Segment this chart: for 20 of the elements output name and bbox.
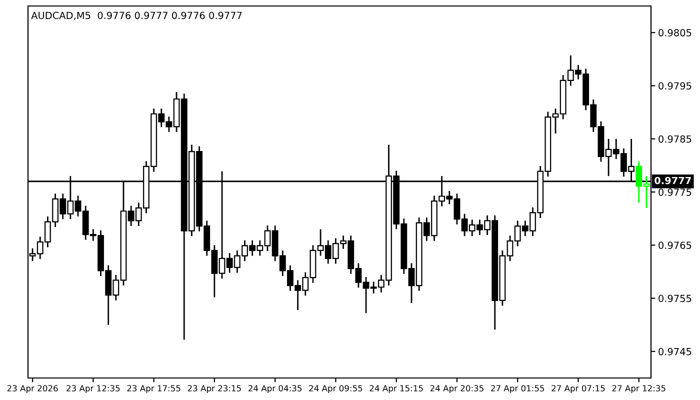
x-tick-label: 27 Apr 07:15 (552, 385, 605, 394)
y-tick-label: 0.9765 (658, 242, 692, 249)
x-tick-label: 24 Apr 15:15 (370, 385, 423, 394)
x-tick-label: 24 Apr 20:35 (430, 385, 484, 394)
y-tick-label: 0.9805 (658, 29, 692, 36)
x-tick-label: 24 Apr 09:55 (309, 385, 362, 394)
text: AUDCAD,M5 0.9776 0.9777 0.9776 0.9777 (31, 12, 242, 20)
x-tick-label: 24 Apr 04:35 (248, 385, 302, 394)
ref-line-label: 0.9777 (654, 176, 691, 184)
y-tick-label: 0.9775 (658, 188, 692, 196)
x-tick-label: 23 Apr 2026 (7, 385, 58, 394)
x-tick-label: 27 Apr 12:35 (612, 385, 666, 394)
y-tick-label: 0.9795 (658, 82, 692, 90)
x-tick-label: 23 Apr 12:35 (66, 385, 120, 394)
y-tick-label: 0.9755 (658, 294, 692, 302)
y-tick-label: 0.9785 (658, 135, 692, 143)
x-tick-label: 23 Apr 17:55 (127, 385, 180, 394)
x-tick-label: 27 Apr 01:55 (491, 385, 544, 394)
y-tick-label: 0.9745 (658, 348, 692, 356)
x-tick-label: 23 Apr 23:15 (188, 385, 241, 394)
